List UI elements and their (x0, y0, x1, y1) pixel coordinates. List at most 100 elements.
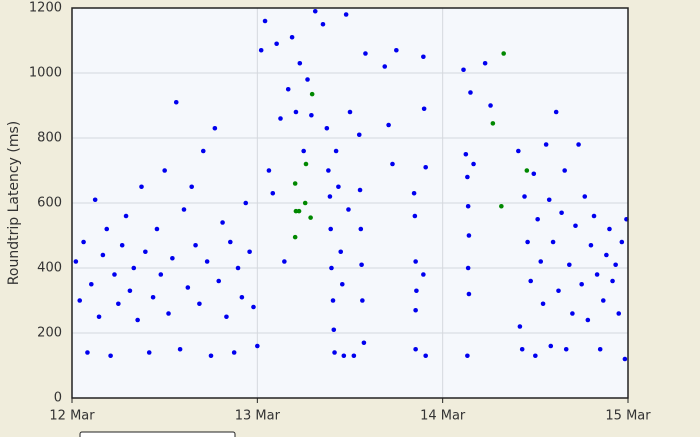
y-tick-label: 1000 (29, 66, 62, 81)
data-point (351, 353, 357, 359)
data-point (563, 346, 569, 352)
data-point (597, 346, 603, 352)
data-point (359, 262, 364, 268)
data-point (177, 346, 183, 352)
data-point (540, 301, 546, 307)
data-point (139, 184, 144, 190)
data-point (197, 301, 202, 307)
data-point (119, 242, 125, 248)
data-point (341, 353, 347, 359)
y-tick-label: 1200 (29, 1, 62, 16)
data-point (173, 99, 179, 105)
data-point (600, 298, 606, 303)
data-point (533, 353, 538, 359)
data-point (610, 278, 615, 284)
data-point (329, 265, 334, 271)
y-tick-label: 200 (37, 326, 62, 341)
data-point (235, 265, 241, 271)
data-point (270, 190, 276, 196)
data-point (562, 168, 567, 173)
data-point (108, 353, 113, 359)
data-point (162, 168, 167, 173)
data-point (346, 207, 351, 212)
data-point (251, 304, 256, 310)
data-point (343, 12, 349, 17)
data-point (100, 252, 106, 258)
data-point (390, 161, 395, 167)
data-point (347, 109, 353, 115)
data-point (258, 47, 264, 53)
data-point (463, 151, 469, 157)
data-point (588, 242, 594, 248)
data-point (303, 161, 309, 167)
x-tick-label: 12 Mar (49, 409, 95, 424)
data-point (543, 142, 549, 147)
data-point (296, 208, 302, 214)
data-point (332, 350, 337, 355)
data-point (339, 281, 345, 287)
data-point (220, 220, 225, 225)
data-point (123, 213, 129, 219)
data-point (231, 350, 237, 355)
data-point (131, 265, 137, 271)
y-axis-label: Roundtrip Latency (ms) (6, 121, 22, 285)
data-point (274, 41, 279, 47)
data-point (309, 91, 315, 97)
data-point (604, 252, 609, 258)
data-point (356, 132, 362, 138)
data-point (360, 298, 365, 303)
data-point (538, 259, 544, 264)
data-point (289, 34, 295, 40)
data-point (524, 168, 530, 173)
data-point (619, 239, 625, 245)
data-point (553, 109, 559, 115)
data-point (411, 190, 417, 196)
data-point (320, 21, 326, 27)
data-point (326, 168, 331, 173)
data-point (421, 54, 426, 60)
data-point (412, 213, 418, 219)
data-point (573, 223, 578, 229)
data-point (228, 239, 233, 245)
data-point (336, 184, 341, 190)
data-point (363, 51, 368, 56)
data-point (522, 194, 527, 199)
data-point (327, 194, 333, 199)
data-point (468, 90, 473, 95)
data-point (556, 288, 561, 294)
data-point (471, 161, 476, 167)
data-point (243, 200, 249, 206)
data-point (423, 164, 428, 170)
data-point (255, 343, 260, 349)
data-point (143, 249, 148, 255)
data-point (77, 298, 83, 303)
data-point (96, 314, 102, 320)
data-point (559, 210, 564, 216)
data-point (622, 356, 628, 362)
data-point (613, 262, 618, 268)
data-point (204, 259, 210, 264)
data-point (465, 265, 471, 271)
data-point (550, 239, 556, 245)
data-point (616, 311, 622, 316)
data-point (239, 294, 245, 300)
data-point (216, 278, 222, 284)
data-point (585, 317, 591, 323)
data-point (200, 148, 206, 154)
data-point (328, 226, 333, 232)
data-point (607, 226, 612, 232)
data-point (112, 272, 117, 277)
data-point (338, 249, 344, 255)
x-tick-label: 13 Mar (235, 409, 281, 424)
data-point (516, 148, 521, 154)
data-point (421, 272, 426, 277)
data-point (519, 346, 525, 352)
data-point (501, 51, 506, 56)
data-point (73, 259, 79, 264)
data-point (158, 272, 164, 277)
data-point (170, 255, 175, 261)
data-point (386, 122, 391, 128)
data-point (181, 207, 187, 212)
data-point (465, 203, 471, 209)
